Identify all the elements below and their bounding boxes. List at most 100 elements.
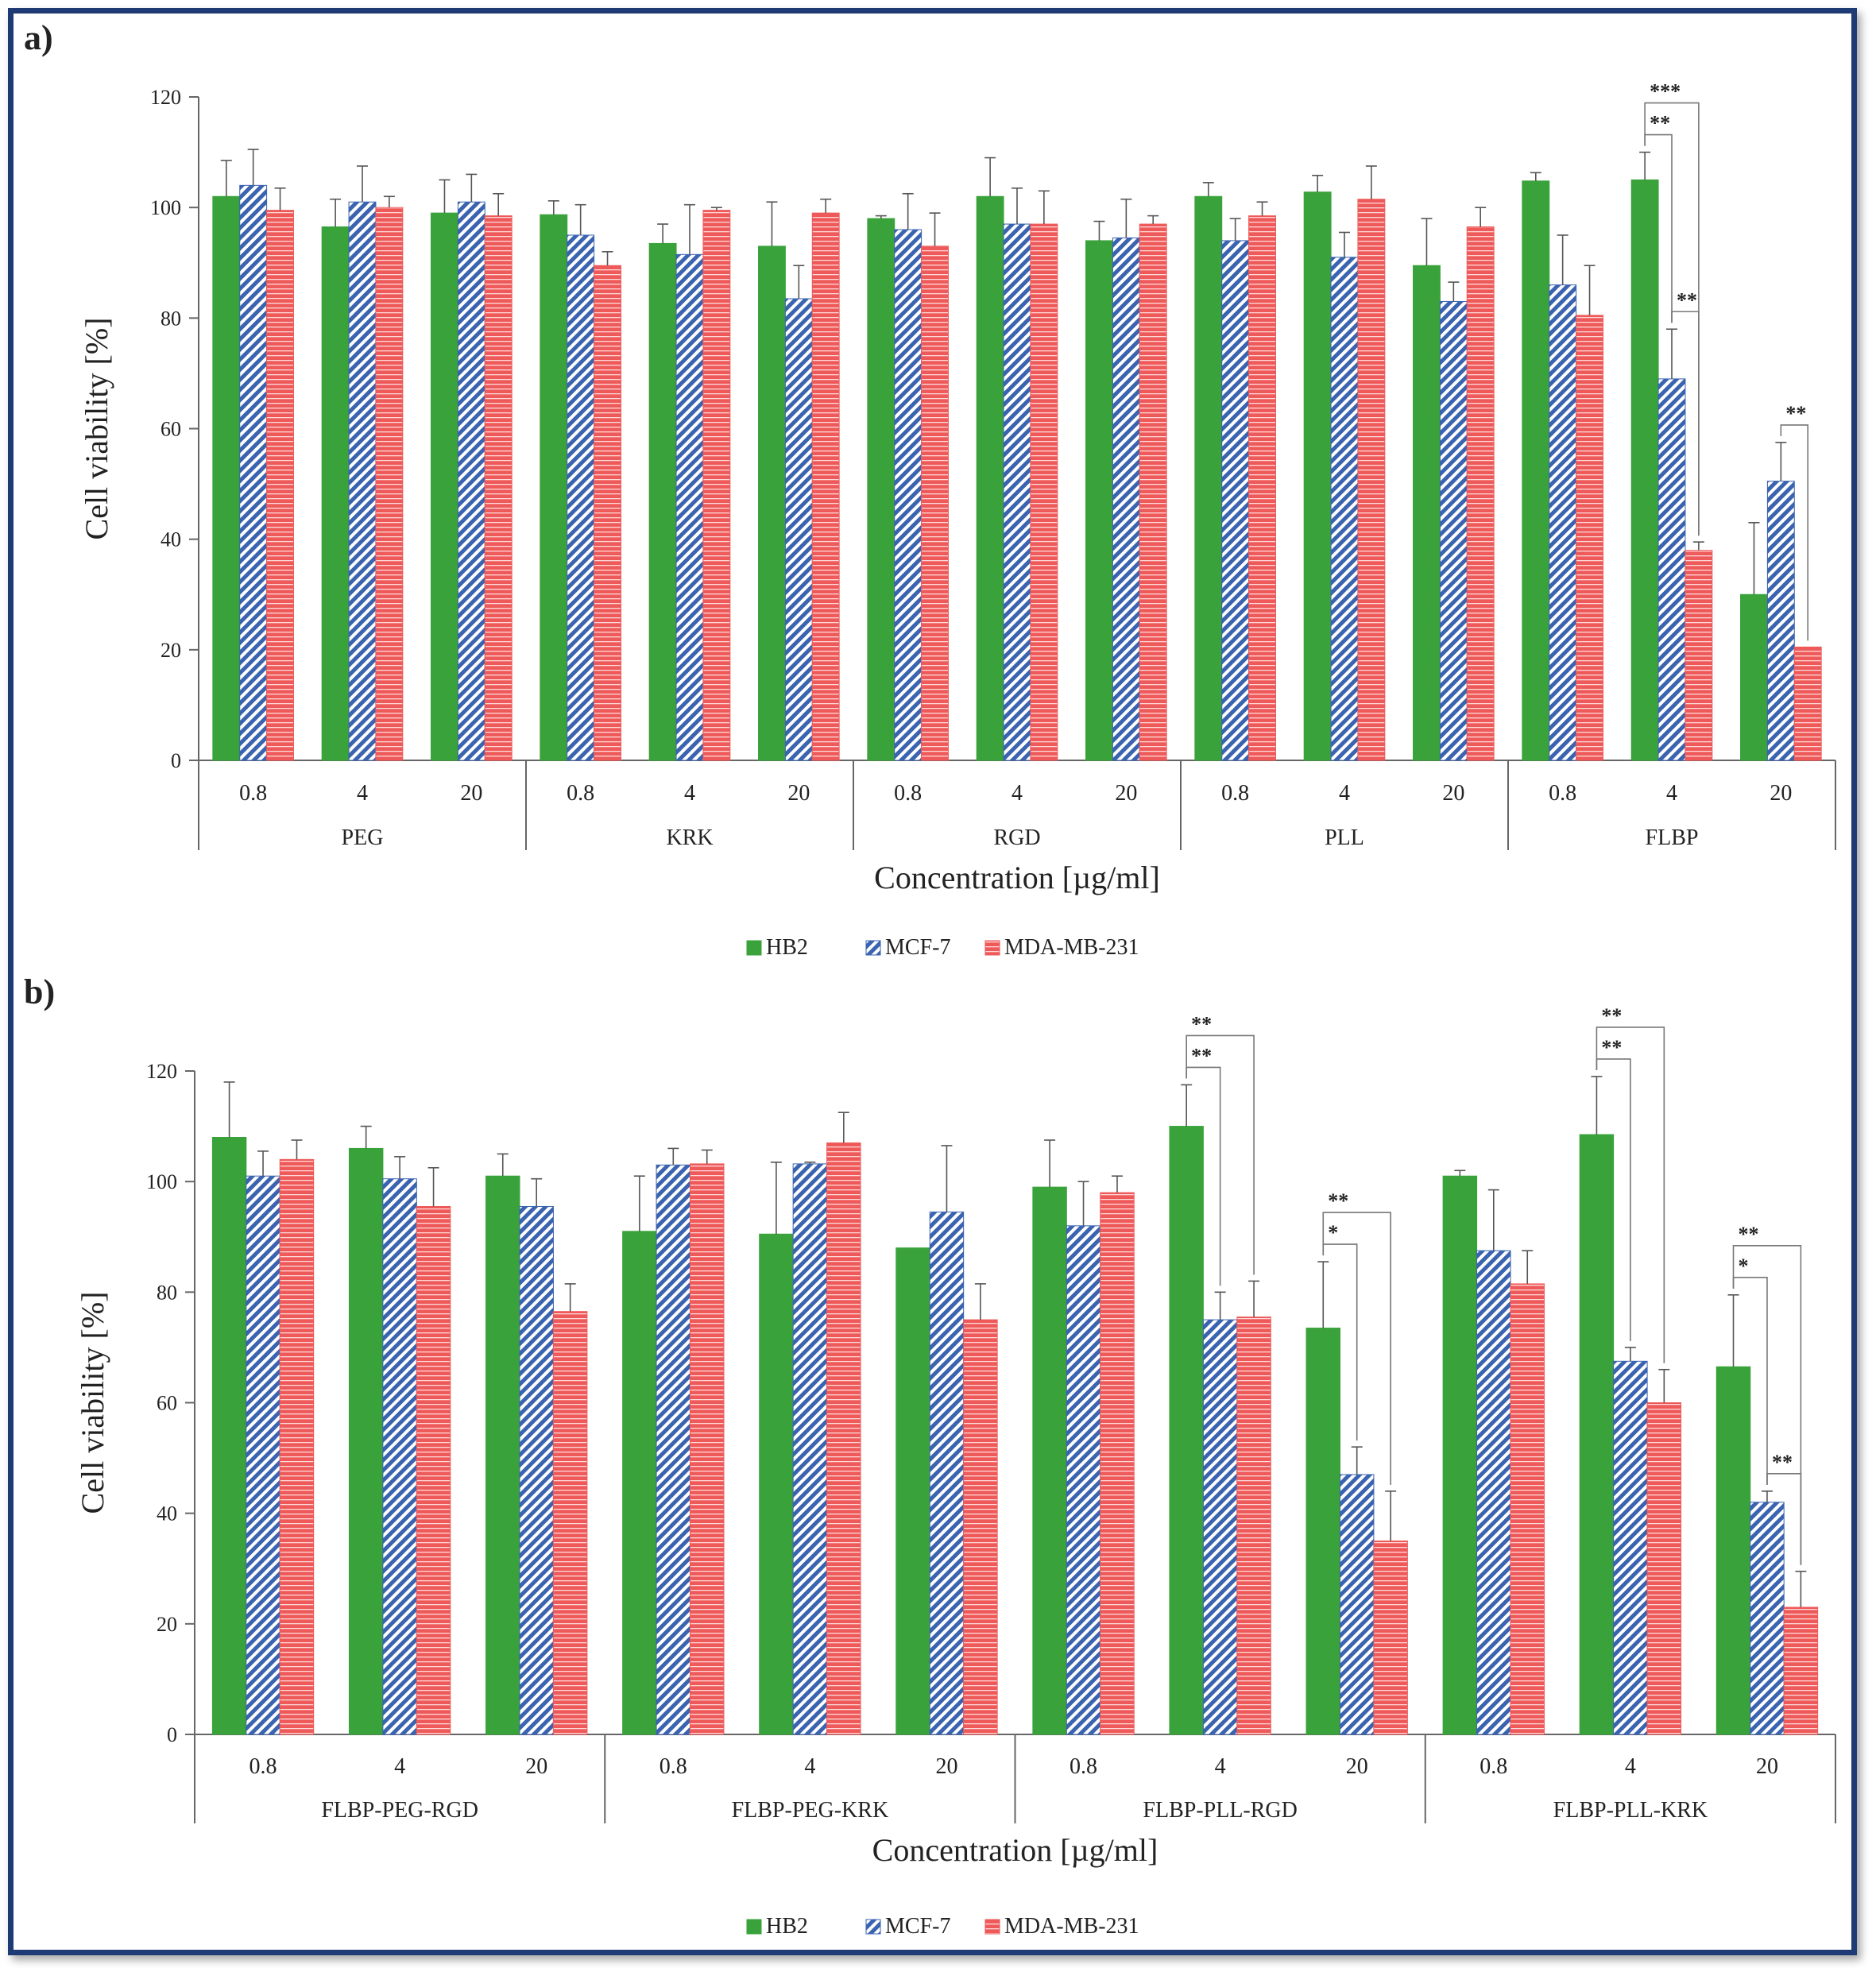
conc-tick-label: 4 (1339, 781, 1350, 806)
bar-hb2 (1085, 240, 1113, 761)
panel-b-chart: b) 0 20 40 60 80 100 120 Cell viability [%] FLBP-… (24, 972, 1836, 1939)
bar-mda-mb-231 (1646, 1402, 1682, 1735)
conc-tick-label: 20 (460, 781, 482, 806)
significance-stars: ** (1191, 1044, 1212, 1067)
x-axis-title: Concentration [µg/ml] (872, 1832, 1158, 1868)
bar-mcf-7 (1476, 1250, 1511, 1735)
conc-tick-label: 0.8 (1221, 781, 1249, 806)
legend-label-mda-mb-231: MDA-MB-231 (1004, 935, 1139, 960)
group-label-krk: KRK (666, 825, 713, 850)
y-tick-label: 120 (150, 86, 181, 109)
bar-mcf-7 (246, 1175, 280, 1735)
conc-tick-label: 20 (935, 1754, 957, 1779)
bar-hb2 (1303, 191, 1332, 761)
bar-hb2 (1194, 195, 1223, 761)
bar-mcf-7 (894, 229, 923, 761)
bar-mcf-7 (1613, 1360, 1648, 1735)
group-label-flbp-pll-rgd: FLBP-PLL-RGD (1143, 1798, 1297, 1823)
bar-mda-mb-231 (279, 1158, 315, 1735)
panel-label: a) (24, 18, 53, 57)
significance-bracket (1766, 1473, 1802, 1565)
bar-mda-mb-231 (1248, 215, 1276, 761)
legend-swatch-mda-mb-231 (984, 940, 1000, 956)
bar-mcf-7 (1003, 223, 1031, 761)
conc-tick-label: 0.8 (567, 781, 594, 806)
group-label-flbp: FLBP (1646, 825, 1699, 850)
significance-stars: ** (1772, 1451, 1793, 1474)
bar-mda-mb-231 (1685, 550, 1713, 761)
bar-mcf-7 (567, 234, 595, 761)
y-axis-title: Cell viability [%] (79, 318, 114, 540)
conc-tick-label: 20 (525, 1754, 547, 1779)
bar-mcf-7 (792, 1163, 828, 1735)
bar-mcf-7 (1202, 1319, 1238, 1735)
legend-label-mcf-7: MCF-7 (885, 935, 950, 960)
bar-mcf-7 (1750, 1502, 1785, 1735)
conc-tick-label: 20 (1442, 781, 1464, 806)
bar-hb2 (895, 1247, 930, 1735)
conc-tick-label: 4 (1011, 781, 1023, 806)
bar-mda-mb-231 (826, 1142, 861, 1735)
significance-stars: * (1739, 1255, 1749, 1278)
bar-mda-mb-231 (1357, 199, 1386, 761)
conc-tick-label: 4 (1666, 781, 1677, 806)
y-tick-label: 0 (167, 1723, 177, 1746)
legend-swatch-hb2 (746, 940, 762, 956)
bar-mcf-7 (239, 184, 268, 761)
bar-hb2 (321, 226, 350, 761)
bar-mcf-7 (1112, 237, 1140, 761)
significance-stars: * (1328, 1221, 1338, 1244)
legend-swatch-mcf-7 (865, 940, 881, 956)
bar-mda-mb-231 (484, 215, 513, 761)
legend-swatch-mda-mb-231 (984, 1919, 1000, 1935)
bar-hb2 (758, 246, 786, 761)
conc-tick-label: 4 (1215, 1754, 1226, 1779)
bar-mda-mb-231 (1793, 646, 1822, 761)
legend-label-mcf-7: MCF-7 (885, 1914, 950, 1939)
conc-tick-label: 0.8 (1549, 781, 1576, 806)
x-axis-title: Concentration [µg/ml] (874, 860, 1160, 895)
conc-tick-label: 20 (1346, 1754, 1368, 1779)
bar-mda-mb-231 (1236, 1317, 1271, 1735)
significance-stars: ** (1739, 1223, 1759, 1246)
bar-hb2 (1740, 593, 1768, 761)
bar-hb2 (485, 1175, 520, 1735)
bar-mda-mb-231 (811, 212, 840, 761)
significance-bracket (1186, 1034, 1255, 1275)
bar-mcf-7 (656, 1164, 691, 1735)
y-tick-label: 40 (161, 528, 181, 551)
significance-stars: ** (1328, 1189, 1348, 1212)
bar-hb2 (759, 1233, 794, 1735)
bar-mcf-7 (1339, 1474, 1375, 1735)
bar-mda-mb-231 (1510, 1283, 1545, 1735)
bar-mda-mb-231 (375, 207, 404, 761)
bar-hb2 (1579, 1134, 1615, 1735)
bar-mda-mb-231 (552, 1311, 588, 1735)
group-label-rgd: RGD (993, 825, 1040, 850)
bar-hb2 (540, 214, 568, 761)
y-tick-label: 60 (157, 1392, 177, 1415)
bar-mcf-7 (382, 1178, 417, 1735)
bar-hb2 (622, 1231, 657, 1735)
significance-bracket (1322, 1212, 1391, 1485)
legend-swatch-mcf-7 (865, 1919, 881, 1935)
conc-tick-label: 20 (1770, 781, 1792, 806)
y-tick-label: 20 (157, 1613, 177, 1636)
y-axis-title: Cell viability [%] (75, 1292, 110, 1514)
bar-mcf-7 (784, 298, 813, 761)
panel-label: b) (24, 972, 55, 1011)
bar-hb2 (1442, 1175, 1478, 1735)
conc-tick-label: 0.8 (249, 1754, 277, 1779)
significance-stars: ** (1650, 112, 1670, 135)
legend-label-mda-mb-231: MDA-MB-231 (1004, 1914, 1139, 1939)
bar-mcf-7 (348, 201, 377, 761)
conc-tick-label: 0.8 (894, 781, 922, 806)
legend-swatch-hb2 (746, 1919, 762, 1935)
significance-bracket (1596, 1027, 1665, 1363)
bar-mda-mb-231 (1466, 226, 1495, 761)
significance-stars: *** (1650, 80, 1681, 103)
bar-hb2 (1630, 179, 1659, 761)
group-label-peg: PEG (342, 825, 384, 850)
bar-mcf-7 (929, 1211, 965, 1735)
